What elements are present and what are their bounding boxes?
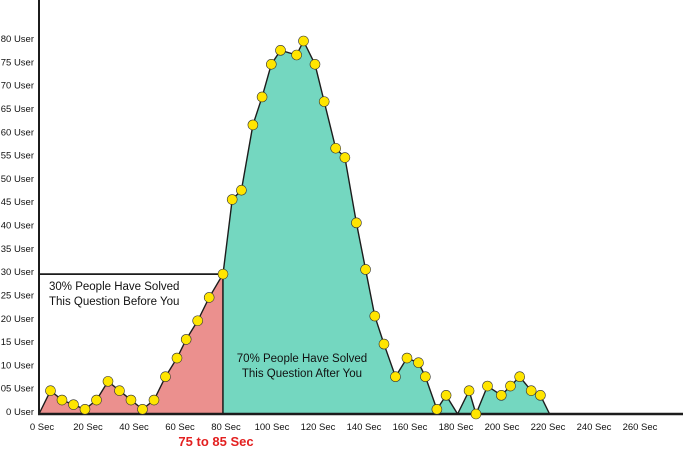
data-point xyxy=(360,264,371,275)
data-point xyxy=(226,194,238,205)
highlight-range-label: 75 to 85 Sec xyxy=(178,434,254,449)
data-point xyxy=(217,268,229,280)
after-region-label: 70% People Have Solved This Question Aft… xyxy=(216,352,388,381)
x-tick-label: 220 Sec xyxy=(531,422,566,433)
y-tick-label: 45 User xyxy=(1,197,34,208)
data-point xyxy=(463,385,475,396)
data-point xyxy=(160,371,171,383)
y-tick-label: 25 User xyxy=(1,290,34,301)
y-tick-label: 60 User xyxy=(1,127,34,138)
data-point xyxy=(390,371,401,383)
data-point xyxy=(265,59,277,70)
x-tick-label: 180 Sec xyxy=(439,422,474,433)
before-region-label-line1: 30% People Have Solved xyxy=(49,281,180,293)
after-region-label-line1: 70% People Have Solved xyxy=(236,353,368,365)
y-tick-label: 05 User xyxy=(1,384,34,395)
data-point xyxy=(171,352,183,364)
data-point xyxy=(535,390,546,401)
before-region-label-line2: This Question Before You xyxy=(49,295,180,308)
x-tick-label: 80 Sec xyxy=(211,422,241,433)
data-point xyxy=(431,404,443,415)
data-point xyxy=(236,184,247,196)
y-tick-label: 40 User xyxy=(1,221,34,232)
data-point xyxy=(192,315,203,327)
x-tick-label: 120 Sec xyxy=(301,422,336,433)
data-point xyxy=(309,59,321,70)
y-tick-label: 65 User xyxy=(1,104,34,115)
y-tick-label: 80 User xyxy=(1,34,34,45)
data-point xyxy=(125,394,137,406)
x-tick-label: 160 Sec xyxy=(393,422,428,433)
data-point xyxy=(68,399,79,410)
data-point xyxy=(351,217,362,229)
after-region-label-line2: This Question After You xyxy=(241,367,363,380)
data-point xyxy=(470,408,482,420)
data-point xyxy=(247,119,259,131)
data-point xyxy=(413,357,424,369)
data-point xyxy=(114,385,125,396)
data-point xyxy=(137,404,148,415)
y-tick-label: 70 User xyxy=(1,81,34,92)
data-point xyxy=(514,371,526,383)
data-point xyxy=(330,142,342,154)
x-tick-label: 100 Sec xyxy=(255,422,290,433)
y-tick-label: 35 User xyxy=(1,244,34,255)
data-point xyxy=(56,394,68,406)
data-point xyxy=(291,49,302,61)
y-tick-label: 55 User xyxy=(1,151,34,162)
data-point xyxy=(318,96,330,107)
y-tick-label: 10 User xyxy=(1,360,34,371)
x-tick-label: 60 Sec xyxy=(165,422,195,433)
y-tick-label: 15 User xyxy=(1,337,34,348)
data-point xyxy=(505,380,516,392)
data-point xyxy=(420,371,431,383)
data-point xyxy=(148,394,160,406)
data-point xyxy=(525,385,537,396)
y-tick-label: 75 User xyxy=(1,57,34,68)
data-point xyxy=(180,334,192,345)
y-tick-label: 50 User xyxy=(1,174,34,185)
data-point xyxy=(256,91,268,103)
data-point xyxy=(102,376,114,387)
y-tick-label: 20 User xyxy=(1,314,34,325)
data-point xyxy=(369,310,381,322)
x-tick-label: 40 Sec xyxy=(119,422,149,433)
data-point xyxy=(482,380,493,392)
data-point xyxy=(440,390,452,401)
data-point xyxy=(401,352,413,364)
before-region-label: 30% People Have Solved This Question Bef… xyxy=(49,280,179,309)
data-point xyxy=(495,390,507,401)
data-point xyxy=(378,338,390,350)
x-tick-label: 260 Sec xyxy=(623,422,658,433)
y-tick-label: 0 User xyxy=(6,407,34,418)
x-tick-label: 0 Sec xyxy=(30,422,55,433)
x-tick-label: 240 Sec xyxy=(577,422,612,433)
x-tick-label: 20 Sec xyxy=(73,422,103,433)
x-tick-label: 200 Sec xyxy=(485,422,520,433)
data-point xyxy=(298,35,309,47)
data-point xyxy=(91,394,102,406)
data-point xyxy=(45,385,56,396)
data-point xyxy=(275,45,286,56)
data-point xyxy=(203,292,215,303)
data-point xyxy=(339,152,351,163)
data-point xyxy=(79,404,91,415)
y-tick-label: 30 User xyxy=(1,267,34,278)
x-tick-label: 140 Sec xyxy=(347,422,382,433)
